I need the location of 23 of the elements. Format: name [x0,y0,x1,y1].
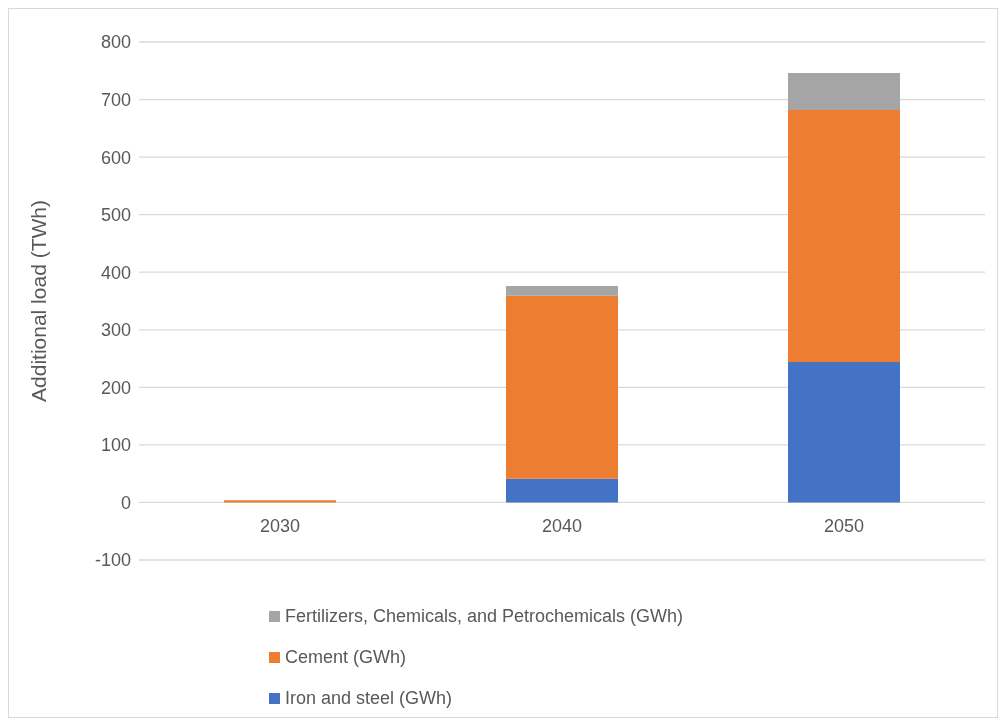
y-tick-label: 0 [120,492,131,513]
y-tick-label: 100 [100,435,131,456]
bar [788,362,900,503]
legend-label: Cement (GWh) [285,647,407,668]
bar [788,73,900,110]
legend-label: Iron and steel (GWh) [285,688,453,709]
y-tick-label: -100 [94,550,131,571]
y-tick-label: 600 [100,147,131,168]
y-tick-label: 800 [100,32,131,53]
x-tick-label: 2040 [541,516,583,537]
y-tick-label: 400 [100,262,131,283]
bar [506,295,618,479]
bar [506,286,618,296]
bar [788,109,900,363]
y-tick-label: 300 [100,320,131,341]
bar [506,478,618,503]
x-tick-label: 2030 [259,516,301,537]
y-tick-label: 200 [100,377,131,398]
y-axis-title: Additional load (TWh) [27,200,51,402]
y-tick-label: 500 [100,205,131,226]
legend-label: Fertilizers, Chemicals, and Petrochemicals (GWh) [285,606,684,627]
x-tick-label: 2050 [823,516,865,537]
y-tick-label: 700 [100,89,131,110]
